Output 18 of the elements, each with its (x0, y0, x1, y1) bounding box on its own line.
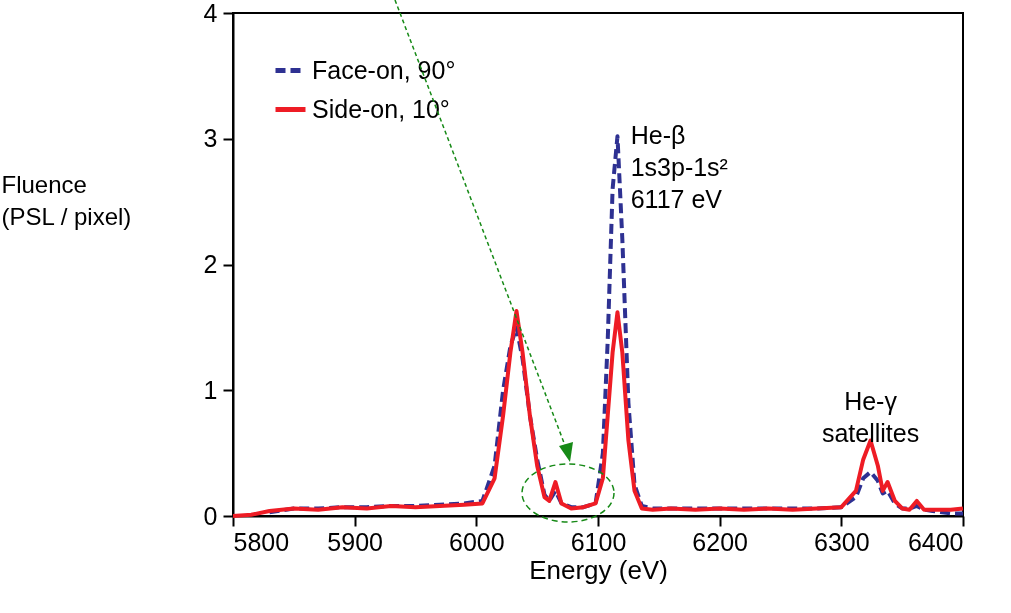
y-tick-label: 0 (203, 501, 218, 530)
y-tick-label: 3 (203, 124, 218, 153)
annotation: He-γ satellites (821, 386, 920, 447)
x-tick-label: 5800 (233, 527, 290, 556)
y-tick-label: 2 (203, 250, 218, 278)
x-tick-label: 5900 (327, 527, 383, 556)
legend-label: Face-on, 90° (312, 55, 456, 84)
y-tick-label: 1 (203, 375, 218, 404)
legend-label: Side-on, 10° (312, 94, 450, 123)
annotation: He-β 1s3p-1s² 6117 eV (630, 121, 728, 214)
x-axis-title: Energy (eV) (529, 554, 668, 585)
x-tick-label: 6400 (907, 527, 964, 556)
y-axis-title: Fluence (PSL / pixel) (1, 170, 132, 230)
x-tick-label: 6300 (814, 527, 870, 556)
y-tick-label: 4 (203, 0, 218, 27)
x-tick-label: 6200 (692, 527, 748, 556)
x-tick-label: 6000 (449, 527, 505, 556)
x-tick-label: 6100 (570, 527, 627, 556)
